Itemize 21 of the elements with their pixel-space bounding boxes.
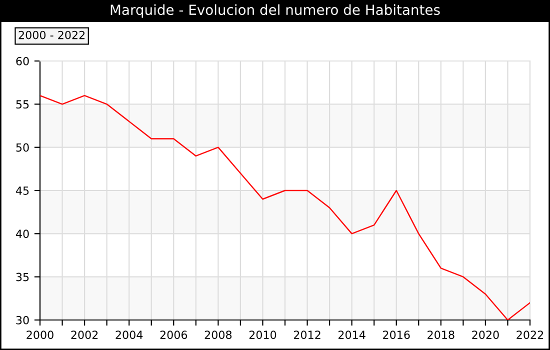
x-tick-label: 2022 bbox=[516, 330, 544, 340]
y-tick-label: 60 bbox=[16, 56, 29, 66]
x-tick-label: 2004 bbox=[116, 330, 143, 340]
x-tick-label: 2002 bbox=[71, 330, 98, 340]
y-tick-label: 35 bbox=[16, 272, 29, 282]
y-tick-label: 55 bbox=[16, 100, 29, 109]
y-tick-label: 40 bbox=[16, 230, 29, 238]
x-tick-label: 2008 bbox=[204, 330, 232, 340]
x-tick-label: 2020 bbox=[472, 330, 499, 340]
chart-title: Marquide - Evolucion del numero de Habitantes bbox=[110, 4, 440, 18]
y-tick-label: 50 bbox=[16, 143, 29, 152]
y-tick-label: 45 bbox=[16, 186, 29, 195]
text: 2000 - 2022 bbox=[18, 30, 85, 40]
x-tick-label: 2016 bbox=[383, 330, 410, 340]
x-tick-label: 2000 bbox=[26, 330, 54, 340]
x-tick-label: 2012 bbox=[294, 330, 320, 340]
x-tick-label: 2014 bbox=[338, 330, 366, 340]
x-tick-label: 2018 bbox=[428, 330, 454, 340]
x-tick-label: 2010 bbox=[249, 330, 276, 340]
y-tick-label: 30 bbox=[16, 316, 29, 324]
x-tick-label: 2006 bbox=[160, 330, 188, 340]
